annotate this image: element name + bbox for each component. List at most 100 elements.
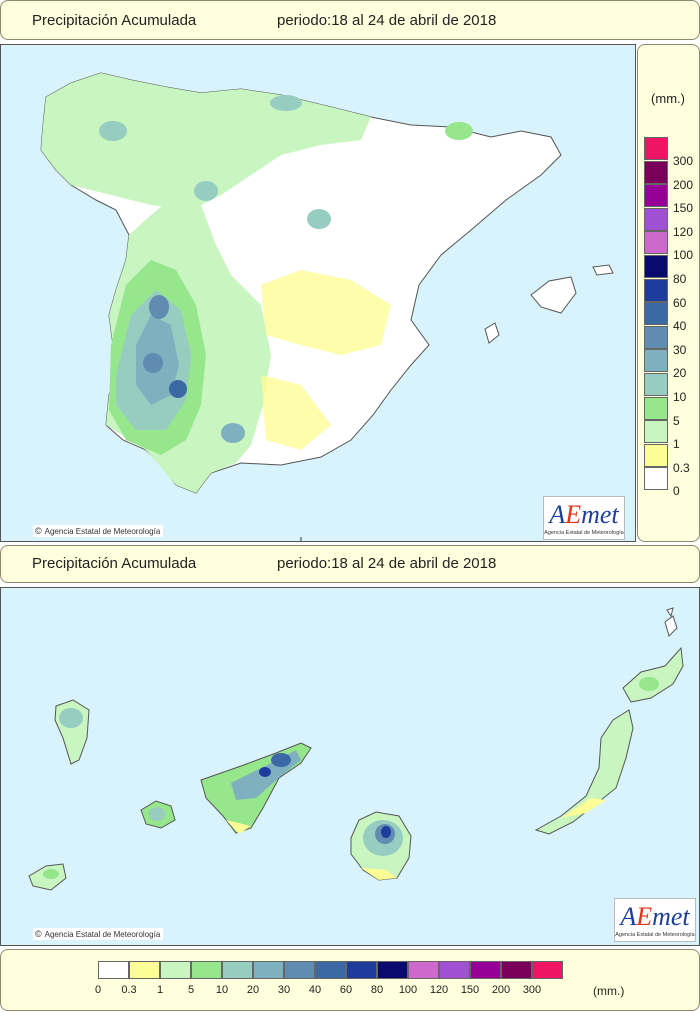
rain-north-3: [270, 95, 302, 111]
legend-swatch: [644, 207, 668, 231]
bottom-map-period: periodo:18 al 24 de abril de 2018: [277, 555, 497, 572]
legend-label: 5: [187, 984, 195, 996]
legend-label: 20: [246, 984, 260, 996]
legend-label: 30: [277, 984, 291, 996]
legend-label: 100: [398, 984, 418, 996]
logo-letter-a: A: [620, 902, 637, 931]
legend-label: 150: [673, 201, 694, 216]
legend-label: 150: [460, 984, 480, 996]
legend-swatch: [644, 231, 668, 255]
legend-swatch: [408, 961, 439, 979]
logo-letters-met: met: [652, 902, 690, 931]
logo-letters-met: met: [581, 500, 619, 529]
rain-northeast: [445, 122, 473, 140]
legend-swatch: [377, 961, 408, 979]
legend-swatch: [346, 961, 377, 979]
logo-subtitle: Agencia Estatal de Meteorología: [615, 932, 695, 938]
legend-label: 120: [673, 224, 694, 239]
legend-label: 10: [673, 390, 687, 404]
credit-text: Agencia Estatal de Meteorología: [44, 930, 161, 939]
legend-swatch: [644, 373, 668, 396]
aemet-logo-top: AEmet Agencia Estatal de Meteorología: [543, 496, 625, 540]
legend-swatch: [222, 961, 253, 979]
aemet-logo-bottom: AEmet Agencia Estatal de Meteorología: [614, 898, 696, 942]
legend-swatch: [644, 349, 668, 373]
legend-swatch: [470, 961, 501, 979]
lanzarote-island: [622, 646, 684, 703]
legend-label: 200: [491, 984, 511, 996]
legend-label: 0.3: [673, 460, 690, 475]
legend-swatch: [253, 961, 284, 979]
horizontal-legend: (mm.) 0 0.3 1 5 10 20 30 40 60 80 100 120 150 200 300: [1, 950, 700, 1012]
legend-label: 60: [673, 295, 687, 310]
legend-swatch: [191, 961, 222, 979]
drizzle-area-center: [261, 270, 391, 355]
canary-islands-map: © Agencia Estatal de Meteorología AEmet A…: [0, 587, 700, 946]
legend-label: 100: [673, 248, 694, 263]
horizontal-legend-panel: (mm.) 0 0.3 1 5 10 20 30 40 60 80 100 120 150 200 300: [0, 949, 700, 1011]
rain-core-4: [221, 423, 245, 443]
legend-label: 60: [339, 984, 353, 996]
top-map-period: periodo:18 al 24 de abril de 2018: [277, 12, 497, 29]
legend-swatch: [644, 278, 668, 302]
menorca-island: [592, 264, 614, 276]
legend-swatch: [644, 443, 668, 467]
legend-swatch: [439, 961, 470, 979]
legend-swatch: [644, 184, 668, 208]
top-title-bar: Precipitación Acumulada periodo:18 al 24…: [0, 0, 700, 40]
fuerteventura-island: [534, 709, 634, 835]
legend-swatch: [501, 961, 532, 979]
bottom-title-bar: Precipitación Acumulada periodo:18 al 24…: [0, 545, 700, 583]
legend-label: 0: [673, 484, 680, 499]
logo-letter-a: A: [549, 500, 566, 529]
canary-credit: © Agencia Estatal de Meteorología: [33, 928, 164, 940]
legend-swatch: [532, 961, 563, 979]
copyright-icon: ©: [35, 526, 42, 536]
legend-swatch: [644, 160, 668, 184]
logo-subtitle: Agencia Estatal de Meteorología: [544, 530, 624, 536]
alegranza-island: [666, 607, 674, 618]
legend-swatch: [160, 961, 191, 979]
legend-swatch: [98, 961, 129, 979]
legend-swatch: [284, 961, 315, 979]
legend-label: 1: [673, 437, 680, 452]
logo-letter-e: E: [636, 902, 653, 931]
legend-swatch: [644, 255, 668, 278]
credit-text: Agencia Estatal de Meteorología: [44, 527, 161, 536]
copyright-icon: ©: [35, 929, 42, 939]
legend-swatch: [644, 302, 668, 326]
legend-swatch: [315, 961, 346, 979]
legend-label: 30: [673, 342, 687, 357]
peninsula-map-svg: [40, 72, 614, 541]
peninsula-credit: © Agencia Estatal de Meteorología: [33, 525, 164, 537]
legend-label: 120: [429, 984, 449, 996]
legend-label: 5: [673, 413, 680, 428]
legend-swatch: [644, 420, 668, 444]
legend-swatch: [129, 961, 160, 979]
horizontal-legend-unit: (mm.): [593, 984, 625, 998]
rain-core-1: [149, 295, 169, 319]
legend-swatch: [644, 325, 668, 349]
logo-letter-e: E: [565, 500, 582, 529]
rain-north-4: [307, 209, 331, 229]
canary-map-svg: [28, 607, 684, 891]
legend-label: 40: [308, 984, 322, 996]
bottom-map-title: Precipitación Acumulada: [32, 555, 197, 572]
legend-label: 20: [673, 366, 687, 381]
ibiza-island: [484, 322, 500, 344]
legend-label: 0.3: [121, 984, 137, 996]
legend-label: 40: [673, 319, 687, 334]
top-map-title: Precipitación Acumulada: [32, 12, 197, 29]
legend-label: 200: [673, 177, 694, 192]
legend-label: 10: [215, 984, 229, 996]
vertical-legend: (mm.) 300 200 150 120 100 80 60 40 30 20 10 5 1 0.3 0: [638, 45, 700, 543]
legend-label: 0: [94, 984, 102, 996]
mallorca-island: [530, 276, 577, 314]
legend-label: 1: [156, 984, 164, 996]
legend-swatch: [644, 396, 668, 420]
legend-label: 300: [522, 984, 542, 996]
rain-north-1: [99, 121, 127, 141]
legend-label: 300: [673, 154, 694, 168]
legend-label: 80: [370, 984, 384, 996]
vertical-legend-unit: (mm.): [651, 91, 685, 106]
